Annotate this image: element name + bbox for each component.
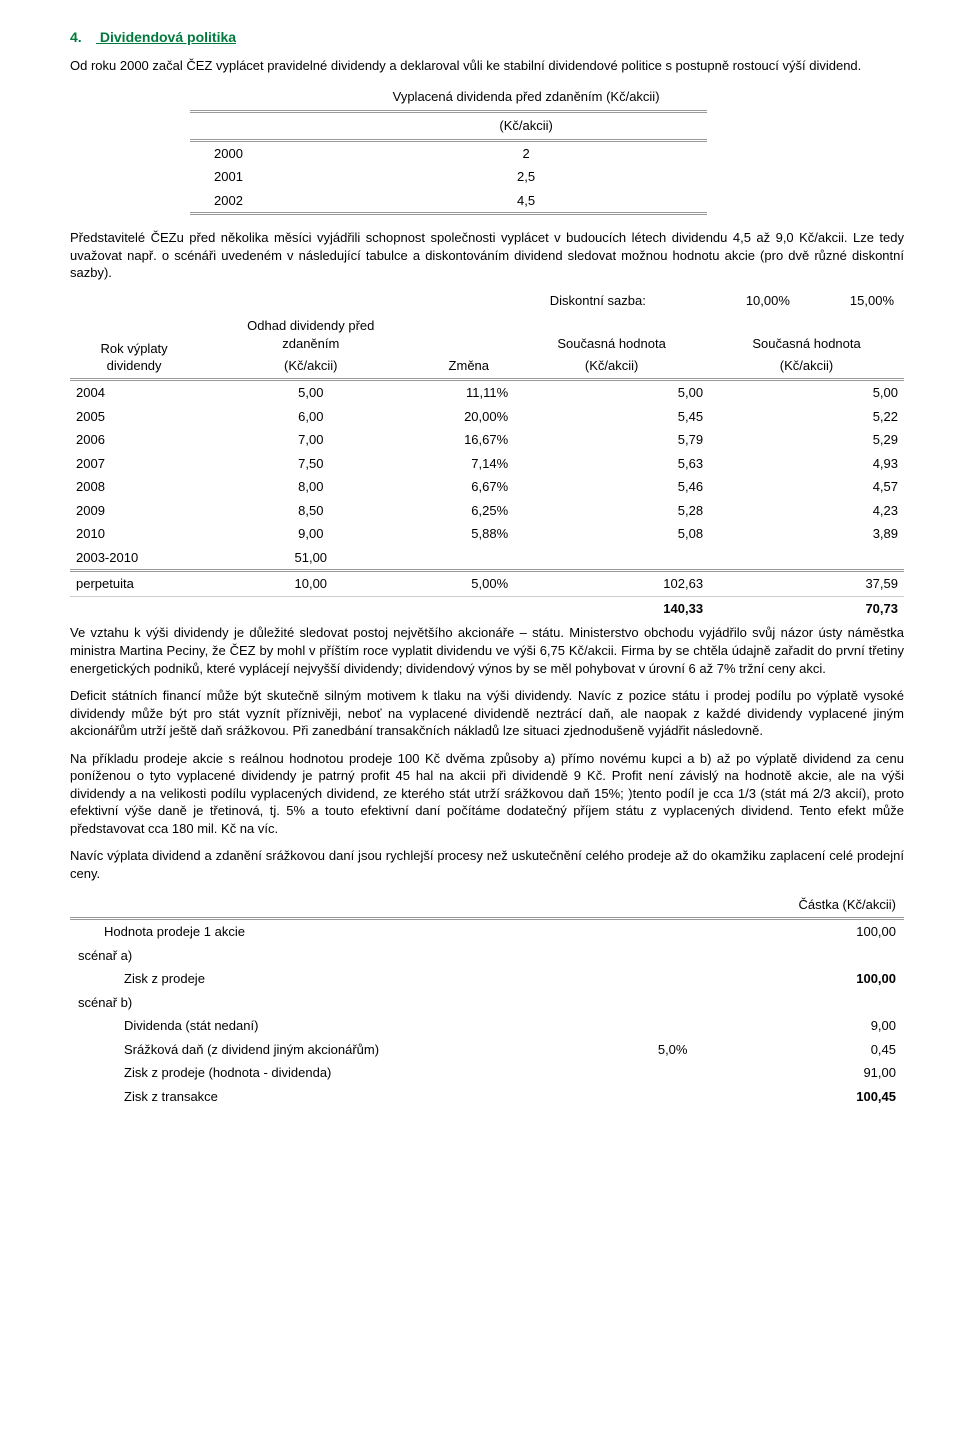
section-number: 4.: [70, 28, 96, 47]
scenario-b-row: scénař b): [70, 991, 904, 1015]
table-row: 2002 4,5: [190, 189, 707, 214]
dividend-forecast-table: Rok výplaty dividendy Odhad dividendy př…: [70, 315, 904, 620]
sale-example-table: Částka (Kč/akcii) Hodnota prodeje 1 akci…: [70, 893, 904, 1109]
table-sum-row: 2003-2010 51,00: [70, 546, 904, 571]
mid-paragraph: Představitelé ČEZu před několika měsíci …: [70, 229, 904, 282]
table-perpetuity-row: perpetuita 10,00 5,00% 102,63 37,59: [70, 571, 904, 597]
table-row: 2000 2: [190, 140, 707, 165]
intro-paragraph: Od roku 2000 začal ČEZ vyplácet pravidel…: [70, 57, 904, 75]
table-row: Zisk z prodeje 100,00: [70, 967, 904, 991]
body-p1: Ve vztahu k výši dividendy je důležité s…: [70, 624, 904, 677]
t2h-year-2: dividendy: [76, 357, 192, 375]
t3-header: Částka (Kč/akcii): [695, 893, 904, 919]
t1-header-1: Vyplacená dividenda před zdaněním (Kč/ak…: [345, 84, 707, 111]
dividend-history-table: Vyplacená dividenda před zdaněním (Kč/ak…: [190, 84, 707, 215]
discount-rate-1: 10,00%: [746, 292, 790, 310]
discount-label: Diskontní sazba:: [70, 292, 686, 310]
table-row: Zisk z transakce 100,45: [70, 1085, 904, 1109]
body-p2: Deficit státních financí může být skuteč…: [70, 687, 904, 740]
discount-rate-row: Diskontní sazba: 10,00% 15,00%: [70, 292, 904, 310]
t2h-div-3: (Kč/akcii): [198, 355, 423, 379]
cell-value: 2,5: [345, 165, 707, 189]
table-row: Zisk z prodeje (hodnota - dividenda) 91,…: [70, 1061, 904, 1085]
cell-value: 4,5: [345, 189, 707, 214]
t2h-div-1: Odhad dividendy před: [204, 317, 417, 335]
table-row: 2004 5,00 11,11% 5,00 5,00: [70, 380, 904, 405]
table-row: 2009 8,50 6,25% 5,28 4,23: [70, 499, 904, 523]
table-row: Srážková daň (z dividend jiným akcionářů…: [70, 1038, 904, 1062]
cell-year: 2001: [190, 165, 345, 189]
table-row: 2008 8,00 6,67% 5,46 4,57: [70, 475, 904, 499]
table-row: 2010 9,00 5,88% 5,08 3,89: [70, 522, 904, 546]
table-row: 2007 7,50 7,14% 5,63 4,93: [70, 452, 904, 476]
t1-header-2: (Kč/akcii): [345, 111, 707, 140]
t2h-pv1b: (Kč/akcii): [514, 355, 709, 379]
table-row: Hodnota prodeje 1 akcie 100,00: [70, 919, 904, 944]
cell-year: 2002: [190, 189, 345, 214]
t2h-pv1a: Současná hodnota: [514, 315, 709, 355]
total-pv2: 70,73: [709, 596, 904, 620]
section-title-text: Dividendová politika: [100, 29, 236, 45]
cell-year: 2000: [190, 140, 345, 165]
t2h-pv2a: Současná hodnota: [709, 315, 904, 355]
table-total-row: 140,33 70,73: [70, 596, 904, 620]
table-row: 2006 7,00 16,67% 5,79 5,29: [70, 428, 904, 452]
total-pv1: 140,33: [514, 596, 709, 620]
t2h-year-1: Rok výplaty: [76, 340, 192, 358]
t2h-pv2b: (Kč/akcii): [709, 355, 904, 379]
t2h-change: Změna: [423, 315, 514, 379]
section-heading: 4. Dividendová politika: [70, 28, 904, 47]
t2h-div-2: zdaněním: [204, 335, 417, 353]
cell-value: 2: [345, 140, 707, 165]
body-p4: Navíc výplata dividend a zdanění srážkov…: [70, 847, 904, 882]
table-row: 2001 2,5: [190, 165, 707, 189]
body-p3: Na příkladu prodeje akcie s reálnou hodn…: [70, 750, 904, 838]
table-row: Dividenda (stát nedaní) 9,00: [70, 1014, 904, 1038]
scenario-a-row: scénař a): [70, 944, 904, 968]
discount-rate-2: 15,00%: [850, 292, 894, 310]
table-row: 2005 6,00 20,00% 5,45 5,22: [70, 405, 904, 429]
